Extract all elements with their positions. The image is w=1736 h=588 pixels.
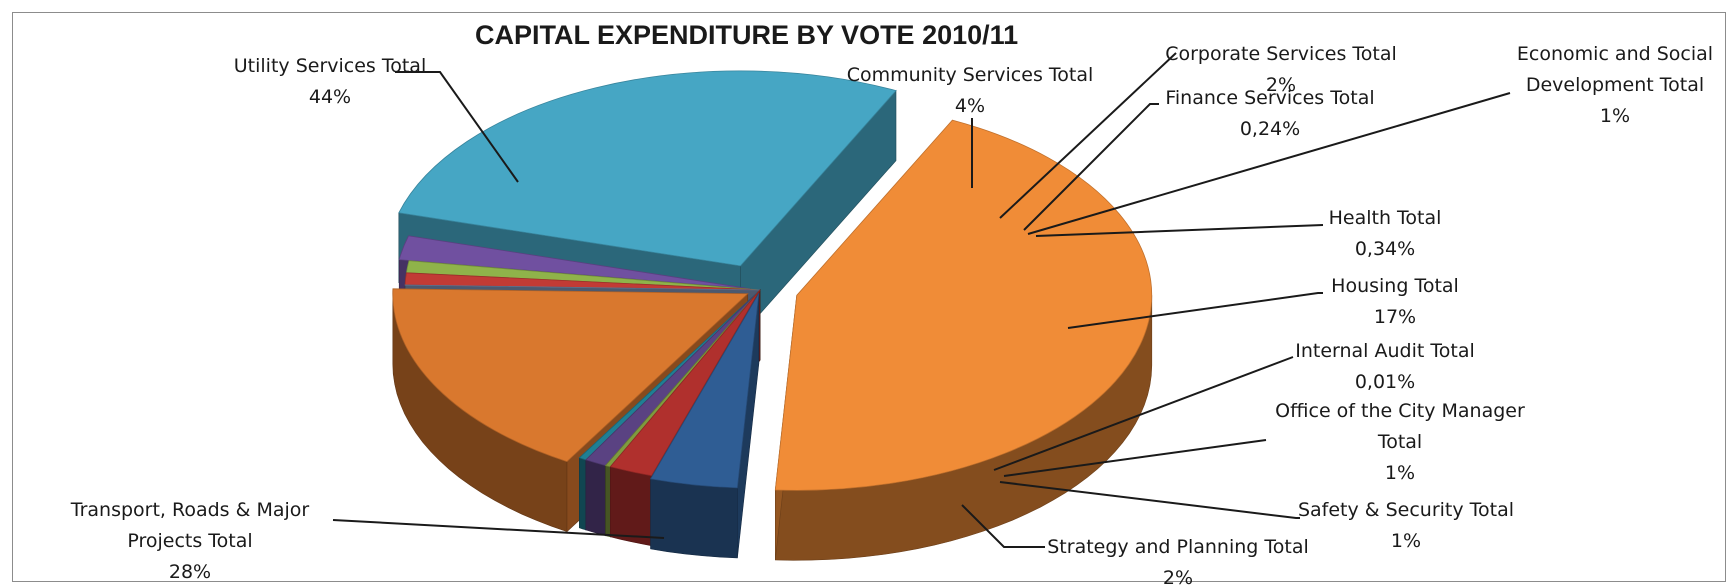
slice-community-services-total (649, 292, 760, 559)
label-safety-security-total: Safety & Security Total 1% (1298, 499, 1514, 552)
slice-top-utility-services-total (774, 119, 1153, 491)
slice-top-corporate-services-total (609, 289, 761, 477)
pie-tops (392, 70, 1153, 561)
label-strategy-and-planning-total: Strategy and Planning Total 2% (1047, 536, 1309, 588)
label-text-housing-total: Housing Total (1331, 275, 1459, 297)
label-percent-safety-security-total: 1% (1391, 530, 1421, 552)
slice-wall-corporate-services-total (610, 466, 652, 547)
leader-internal-audit-total (993, 356, 1294, 471)
slice-wall-community-services-total (650, 478, 738, 559)
slice-wall-finance-services-total (605, 465, 611, 538)
label-percent-strategy-and-planning-total: 2% (1163, 567, 1193, 588)
label-percent-housing-total: 17% (1374, 306, 1416, 328)
label-office-of-the-city-manager-total: Office of the City Manager Total 1% (1275, 400, 1525, 484)
leader-office-of-the-city-manager-total (1003, 439, 1267, 477)
slice-top-internal-audit-total (404, 284, 761, 291)
label-text-community-services-total: Community Services Total (847, 64, 1094, 86)
label-percent-community-services-total: 4% (955, 95, 985, 117)
label-percent-utility-services-total: 44% (309, 86, 351, 108)
leader-finance-services-total (1023, 103, 1159, 231)
label-percent-internal-audit-total: 0,01% (1355, 371, 1415, 393)
leader-lines (332, 52, 1511, 548)
leader-corporate-services-total (999, 52, 1177, 219)
label-percent-finance-services-total: 0,24% (1240, 118, 1300, 140)
leader-economic-and-social-development-total (1027, 92, 1511, 235)
label-economic-and-social-development-total: Economic and Social Development Total 1% (1517, 43, 1713, 127)
label-community-services-total: Community Services Total 4% (847, 64, 1094, 117)
label-utility-services-total: Utility Services Total 44% (234, 55, 426, 108)
label-percent-corporate-services-total: 2% (1266, 74, 1296, 96)
label-transport-roads-major-projects-total: Transport, Roads & Major Projects Total 28… (70, 499, 310, 583)
chart-title: CAPITAL EXPENDITURE BY VOTE 2010/11 (475, 20, 1018, 50)
label-text-economic-and-social-development-total: Economic and Social (1517, 43, 1713, 65)
leader-utility-services-total (395, 71, 519, 183)
label-corporate-services-total: Corporate Services Total 2% (1165, 43, 1397, 96)
label-text-internal-audit-total: Internal Audit Total (1295, 340, 1475, 362)
label-housing-total: Housing Total 17% (1331, 275, 1459, 328)
label-text-strategy-and-planning-total: Strategy and Planning Total (1047, 536, 1309, 558)
slice-top-housing-total (392, 288, 749, 463)
slice-top-transport-roads-major-projects-total (398, 70, 897, 267)
slice-wall-health-total (579, 457, 587, 531)
label-text-utility-services-total: Utility Services Total (234, 55, 426, 77)
label-percent-health-total: 0,34% (1355, 238, 1415, 260)
slice-top-strategy-and-planning-total (398, 235, 751, 290)
label-finance-services-total: Finance Services Total 0,24% (1165, 87, 1374, 140)
label-percent-economic-and-social-development-total: 1% (1600, 105, 1630, 127)
label-text-safety-security-total: Safety & Security Total (1298, 499, 1514, 521)
label-text-transport-roads-major-projects-total: Projects Total (127, 530, 252, 552)
slice-utility-services-total (774, 119, 1153, 561)
slice-top-community-services-total (649, 292, 760, 489)
label-text-office-of-the-city-manager-total: Office of the City Manager (1275, 400, 1525, 422)
leader-health-total (1035, 224, 1324, 237)
label-text-finance-services-total: Finance Services Total (1165, 87, 1374, 109)
label-text-health-total: Health Total (1329, 207, 1442, 229)
label-percent-office-of-the-city-manager-total: 1% (1385, 462, 1415, 484)
leader-transport-roads-major-projects-total (332, 519, 665, 539)
label-text-office-of-the-city-manager-total: Total (1377, 431, 1422, 453)
label-text-economic-and-social-development-total: Development Total (1526, 74, 1704, 96)
label-internal-audit-total: Internal Audit Total 0,01% (1295, 340, 1475, 393)
slice-labels: Utility Services Total 44% Community Servi… (70, 43, 1713, 588)
leader-housing-total (1067, 292, 1323, 329)
label-text-corporate-services-total: Corporate Services Total (1165, 43, 1397, 65)
slice-wall-economic-and-social-development-total (585, 459, 606, 536)
label-health-total: Health Total 0,34% (1329, 207, 1442, 260)
label-text-transport-roads-major-projects-total: Transport, Roads & Major (70, 499, 310, 521)
label-percent-transport-roads-major-projects-total: 28% (169, 561, 211, 583)
leader-strategy-and-planning-total (961, 504, 1045, 548)
leader-safety-security-total (999, 481, 1300, 519)
